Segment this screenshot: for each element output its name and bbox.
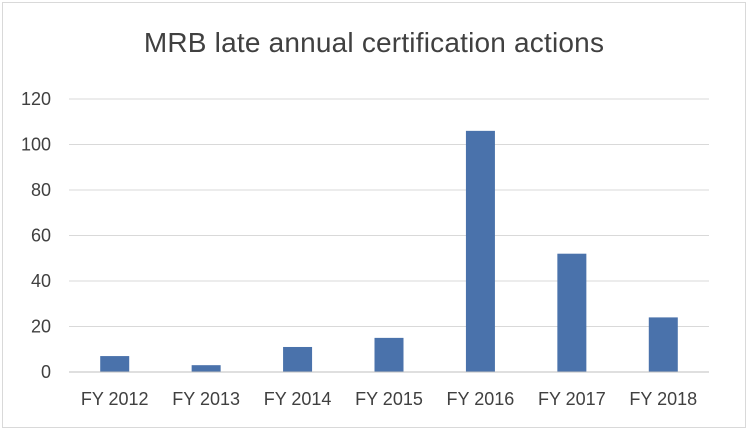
y-tick-label: 40 [31, 271, 51, 291]
x-tick-label: FY 2018 [629, 389, 697, 409]
chart-title: MRB late annual certification actions [143, 27, 605, 58]
x-tick-label: FY 2013 [172, 389, 240, 409]
bar-layer [100, 130, 678, 372]
y-tick-label: 100 [21, 135, 51, 155]
x-tick-label: FY 2015 [355, 389, 423, 409]
x-tick-label: FY 2012 [81, 389, 149, 409]
x-tick-label: FY 2016 [447, 389, 515, 409]
y-tick-label: 60 [31, 226, 51, 246]
chart-frame: MRB late annual certification actions 0 2… [2, 2, 746, 428]
y-axis-ticks: 0 20 40 60 80 100 120 [21, 89, 51, 382]
x-axis-ticks: FY 2012 FY 2013 FY 2014 FY 2015 FY 2016 FY 20… [81, 389, 697, 409]
grid-layer [69, 98, 709, 327]
bar-fy-2017 [557, 253, 587, 372]
y-tick-label: 20 [31, 317, 51, 337]
bar-fy-2016 [465, 130, 495, 372]
y-tick-label: 80 [31, 180, 51, 200]
y-tick-label: 120 [21, 89, 51, 109]
bar-fy-2014 [283, 346, 313, 372]
bar-fy-2013 [191, 365, 221, 372]
bar-fy-2015 [374, 337, 404, 372]
x-tick-label: FY 2014 [264, 389, 332, 409]
x-tick-label: FY 2017 [538, 389, 606, 409]
bar-fy-2012 [100, 356, 130, 372]
y-tick-label: 0 [41, 362, 51, 382]
bar-fy-2018 [648, 317, 678, 372]
